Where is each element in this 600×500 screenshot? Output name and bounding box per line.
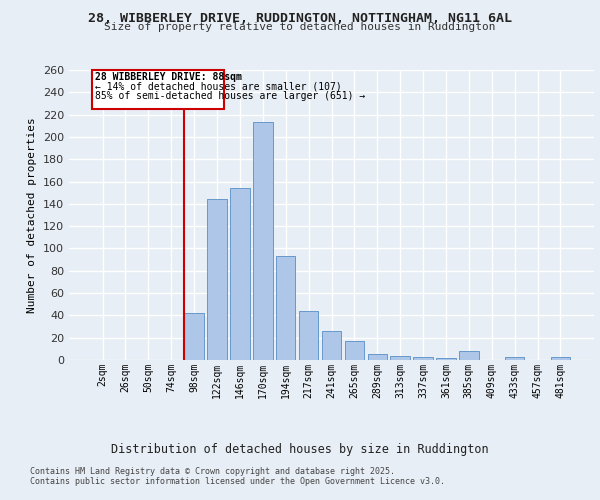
Bar xyxy=(208,200,227,360)
Y-axis label: Number of detached properties: Number of detached properties xyxy=(28,117,37,313)
Text: Contains HM Land Registry data © Crown copyright and database right 2025.: Contains HM Land Registry data © Crown c… xyxy=(30,468,395,476)
Bar xyxy=(436,358,455,360)
Bar xyxy=(459,351,479,360)
Bar xyxy=(184,313,204,360)
Text: ← 14% of detached houses are smaller (107): ← 14% of detached houses are smaller (10… xyxy=(95,81,341,91)
Text: Contains public sector information licensed under the Open Government Licence v3: Contains public sector information licen… xyxy=(30,478,445,486)
Text: Distribution of detached houses by size in Ruddington: Distribution of detached houses by size … xyxy=(111,442,489,456)
Bar xyxy=(368,354,387,360)
Text: 28 WIBBERLEY DRIVE: 88sqm: 28 WIBBERLEY DRIVE: 88sqm xyxy=(95,72,241,82)
FancyBboxPatch shape xyxy=(92,70,224,109)
Bar xyxy=(344,341,364,360)
Text: 28, WIBBERLEY DRIVE, RUDDINGTON, NOTTINGHAM, NG11 6AL: 28, WIBBERLEY DRIVE, RUDDINGTON, NOTTING… xyxy=(88,12,512,26)
Text: Size of property relative to detached houses in Ruddington: Size of property relative to detached ho… xyxy=(104,22,496,32)
Bar xyxy=(276,256,295,360)
Text: 85% of semi-detached houses are larger (651) →: 85% of semi-detached houses are larger (… xyxy=(95,91,365,101)
Bar xyxy=(505,356,524,360)
Bar xyxy=(253,122,272,360)
Bar xyxy=(230,188,250,360)
Bar xyxy=(322,331,341,360)
Bar xyxy=(391,356,410,360)
Bar xyxy=(413,356,433,360)
Bar xyxy=(551,356,570,360)
Bar xyxy=(299,311,319,360)
